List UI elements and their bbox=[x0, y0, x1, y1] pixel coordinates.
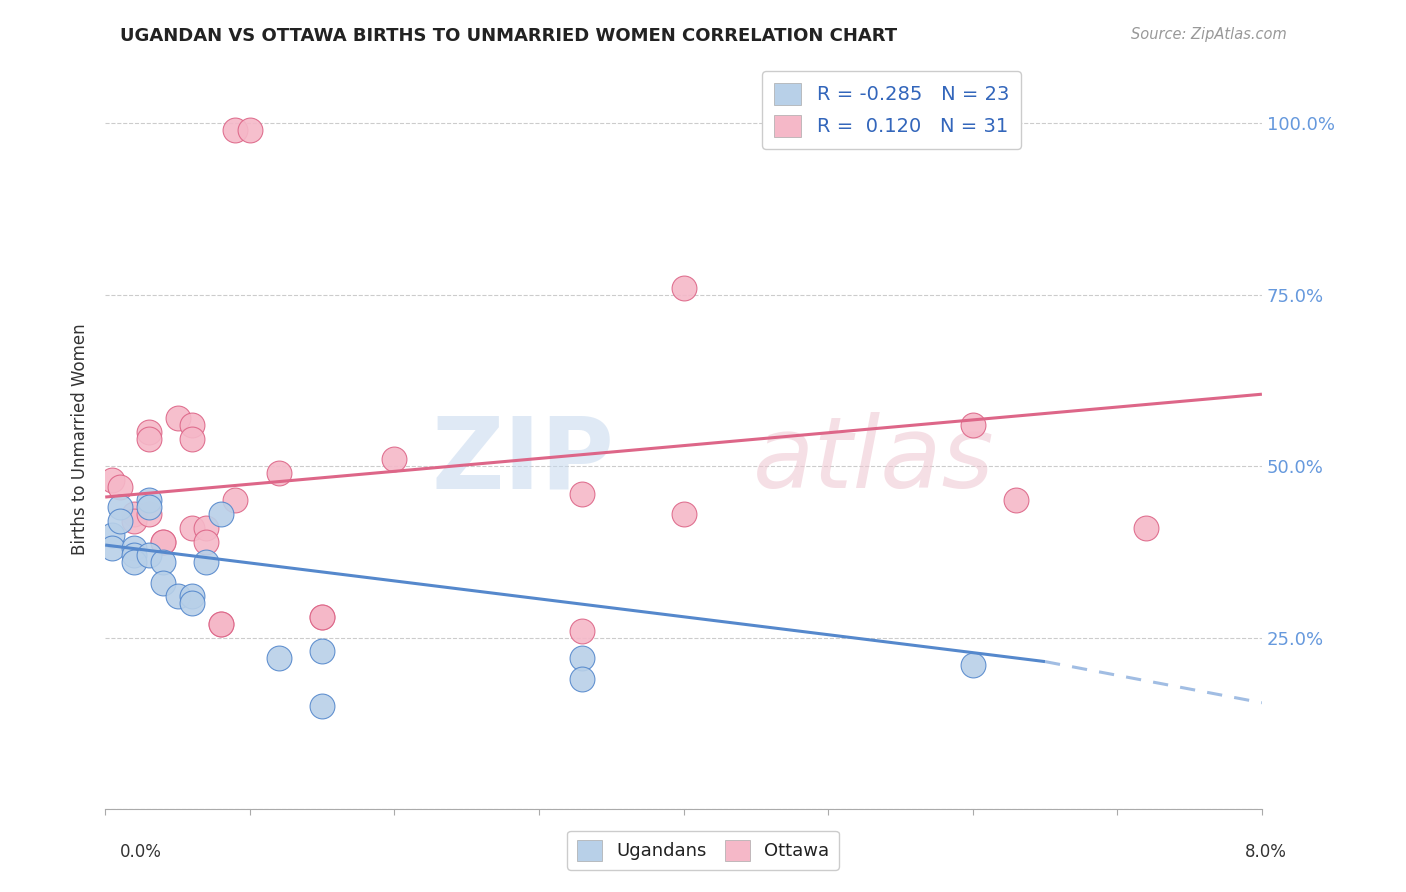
Point bbox=[962, 658, 984, 673]
Point bbox=[108, 480, 131, 494]
Point bbox=[571, 486, 593, 500]
Point bbox=[571, 624, 593, 638]
Text: UGANDAN VS OTTAWA BIRTHS TO UNMARRIED WOMEN CORRELATION CHART: UGANDAN VS OTTAWA BIRTHS TO UNMARRIED WO… bbox=[120, 27, 897, 45]
Point bbox=[152, 575, 174, 590]
Point bbox=[311, 610, 333, 624]
Point bbox=[239, 123, 262, 137]
Point bbox=[181, 521, 204, 535]
Text: Source: ZipAtlas.com: Source: ZipAtlas.com bbox=[1130, 27, 1286, 42]
Point bbox=[166, 411, 188, 425]
Point bbox=[209, 507, 232, 521]
Point bbox=[101, 473, 124, 487]
Point bbox=[108, 514, 131, 528]
Point bbox=[209, 616, 232, 631]
Point bbox=[108, 500, 131, 515]
Point bbox=[122, 549, 145, 563]
Point bbox=[962, 418, 984, 433]
Point bbox=[672, 507, 695, 521]
Point bbox=[267, 466, 290, 480]
Point bbox=[101, 527, 124, 541]
Point bbox=[122, 507, 145, 521]
Point bbox=[138, 549, 160, 563]
Text: 0.0%: 0.0% bbox=[120, 843, 162, 861]
Point bbox=[166, 590, 188, 604]
Point bbox=[384, 452, 406, 467]
Point bbox=[195, 555, 218, 569]
Point bbox=[101, 541, 124, 556]
Point bbox=[181, 418, 204, 433]
Legend: R = -0.285   N = 23, R =  0.120   N = 31: R = -0.285 N = 23, R = 0.120 N = 31 bbox=[762, 70, 1021, 149]
Point bbox=[181, 590, 204, 604]
Point bbox=[1135, 521, 1157, 535]
Point bbox=[311, 699, 333, 714]
Legend: Ugandans, Ottawa: Ugandans, Ottawa bbox=[568, 830, 838, 870]
Point bbox=[195, 534, 218, 549]
Point bbox=[152, 534, 174, 549]
Point bbox=[152, 555, 174, 569]
Y-axis label: Births to Unmarried Women: Births to Unmarried Women bbox=[72, 323, 89, 555]
Point bbox=[138, 425, 160, 439]
Point bbox=[195, 521, 218, 535]
Point bbox=[122, 555, 145, 569]
Point bbox=[209, 616, 232, 631]
Point bbox=[138, 432, 160, 446]
Point bbox=[122, 514, 145, 528]
Point bbox=[224, 493, 246, 508]
Text: atlas: atlas bbox=[754, 412, 994, 509]
Point bbox=[224, 123, 246, 137]
Point bbox=[138, 500, 160, 515]
Point bbox=[138, 493, 160, 508]
Point bbox=[122, 541, 145, 556]
Text: 8.0%: 8.0% bbox=[1244, 843, 1286, 861]
Point bbox=[1005, 493, 1028, 508]
Point bbox=[571, 672, 593, 686]
Point bbox=[311, 644, 333, 658]
Point bbox=[181, 432, 204, 446]
Point bbox=[152, 534, 174, 549]
Point bbox=[672, 281, 695, 295]
Point bbox=[311, 610, 333, 624]
Point bbox=[267, 651, 290, 665]
Text: ZIP: ZIP bbox=[432, 412, 614, 509]
Point bbox=[181, 596, 204, 610]
Point bbox=[138, 507, 160, 521]
Point bbox=[571, 651, 593, 665]
